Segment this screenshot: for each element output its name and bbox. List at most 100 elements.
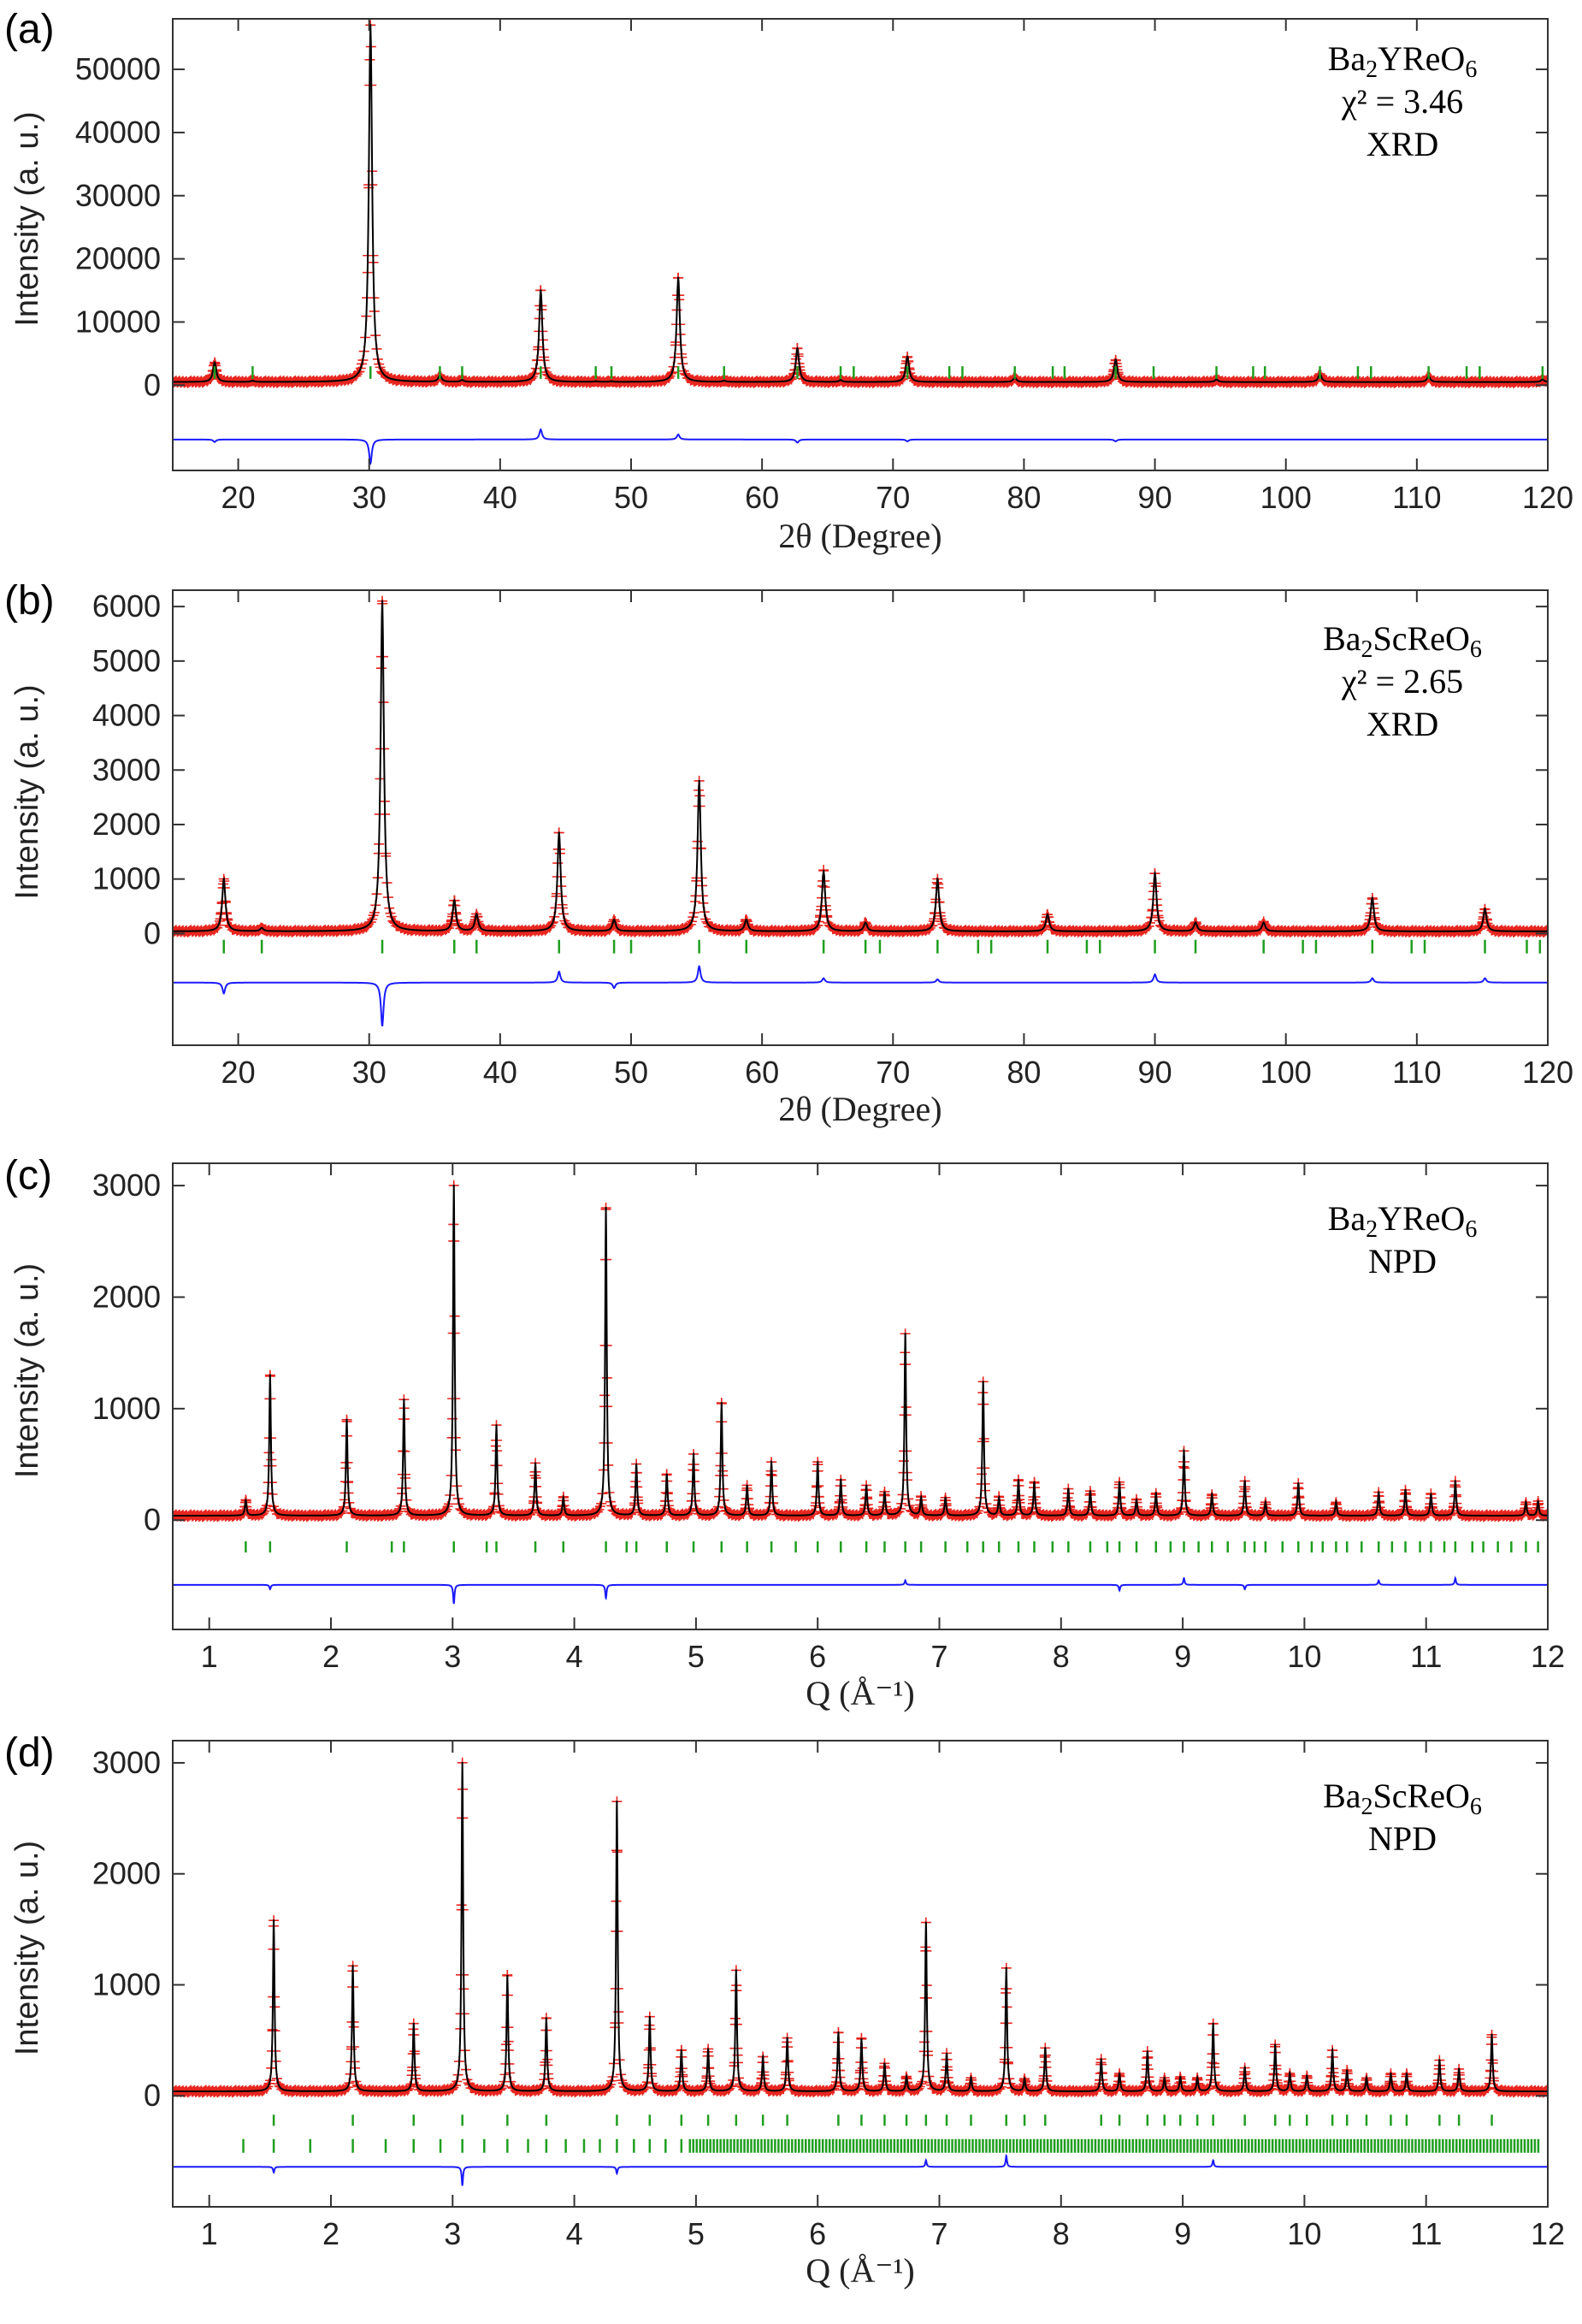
- calculated-series: [173, 25, 1548, 383]
- peak-point: [495, 1424, 498, 1427]
- x-tick-label: 90: [1138, 480, 1172, 515]
- x-axis-title: 2θ (Degree): [778, 1090, 942, 1128]
- peak-point: [540, 289, 542, 292]
- x-tick-label: 80: [1006, 480, 1041, 515]
- x-tick-label: 8: [1053, 1639, 1070, 1674]
- x-tick-label: 20: [221, 480, 256, 515]
- peak-point: [883, 2062, 886, 2065]
- x-tick-label: 80: [1006, 1055, 1041, 1090]
- peak-point: [1135, 1499, 1138, 1501]
- peak-point: [635, 1463, 638, 1466]
- peak-point: [698, 779, 700, 783]
- peak-point: [723, 379, 725, 382]
- x-axis-title: Q (Å⁻¹): [806, 1674, 915, 1712]
- plot-area: [173, 1180, 1548, 1605]
- peak-point: [860, 2037, 863, 2041]
- peak-point: [837, 2031, 840, 2034]
- x-axis-title: Q (Å⁻¹): [806, 2251, 915, 2290]
- peak-point: [1215, 378, 1218, 381]
- peak-point: [924, 1921, 928, 1925]
- y-tick-label: 3000: [92, 1745, 161, 1780]
- peak-point: [904, 1333, 906, 1335]
- peak-point: [1537, 1499, 1539, 1503]
- peak-point: [883, 1491, 886, 1493]
- peak-point: [945, 2052, 948, 2055]
- y-tick-label: 1000: [92, 861, 161, 896]
- peak-point: [1046, 913, 1049, 916]
- panel-label: (c): [4, 1153, 52, 1198]
- x-tick-label: 4: [566, 1639, 583, 1674]
- plot-area: [173, 595, 1548, 1027]
- peak-point: [534, 1462, 537, 1464]
- peak-point: [1044, 2047, 1047, 2049]
- x-tick-label: 12: [1531, 2216, 1565, 2251]
- axes-frame: [172, 1740, 1549, 2208]
- peak-point: [412, 2022, 415, 2025]
- calculated-series: [173, 600, 1548, 932]
- x-tick-label: 90: [1138, 1055, 1172, 1090]
- x-tick-label: 40: [483, 1055, 517, 1090]
- x-tick-label: 50: [614, 1055, 648, 1090]
- x-tick-label: 9: [1174, 1639, 1191, 1674]
- y-tick-label: 0: [144, 367, 161, 402]
- y-tick-label: 30000: [75, 178, 161, 213]
- peak-point: [919, 1496, 923, 1499]
- formula-subscript: 2: [1361, 636, 1373, 663]
- peak-point: [786, 2037, 788, 2039]
- x-tick-label: 110: [1392, 1055, 1441, 1090]
- peak-point: [796, 347, 799, 350]
- y-axis-title: Intensity (a. u.): [9, 684, 45, 899]
- peak-point: [612, 919, 616, 921]
- formula-part: Ba: [1323, 1777, 1361, 1815]
- formula-part: ScReO: [1373, 619, 1470, 658]
- x-tick-label: 10: [1287, 1639, 1321, 1674]
- formula-subscript: 6: [1470, 636, 1482, 663]
- y-axis-title: Intensity (a. u.): [9, 1841, 45, 2055]
- peak-point: [260, 926, 263, 930]
- peak-point: [1017, 1479, 1020, 1481]
- y-tick-label: 0: [144, 915, 161, 950]
- y-tick-label: 3000: [92, 752, 161, 787]
- peak-point: [1212, 2022, 1214, 2025]
- peak-point: [982, 1381, 984, 1383]
- x-tick-label: 60: [745, 1055, 779, 1090]
- peak-point: [1289, 2073, 1291, 2075]
- y-tick-label: 5000: [92, 643, 161, 678]
- peak-point: [761, 2055, 764, 2059]
- peak-point: [1195, 2077, 1199, 2079]
- x-tick-label: 2: [322, 1639, 339, 1674]
- peak-point: [1089, 1490, 1092, 1493]
- x-tick-label: 110: [1392, 480, 1441, 515]
- y-tick-label: 0: [144, 2078, 161, 2113]
- x-tick-label: 120: [1522, 1055, 1573, 1090]
- x-axis-title: 2θ (Degree): [778, 517, 942, 555]
- formula-part: Ba: [1328, 1199, 1367, 1238]
- y-tick-label: 50000: [75, 51, 161, 86]
- peak-point: [676, 276, 680, 279]
- x-tick-label: 7: [930, 1639, 947, 1674]
- peak-point: [1194, 921, 1197, 924]
- panel-label: (a): [4, 7, 55, 52]
- x-tick-label: 120: [1522, 480, 1573, 515]
- panel-label: (d): [4, 1730, 55, 1776]
- peak-point: [461, 379, 463, 381]
- peak-point: [906, 355, 909, 358]
- formula-part: YReO: [1378, 39, 1465, 78]
- peak-point: [345, 1418, 348, 1422]
- peak-point: [1114, 358, 1117, 361]
- formula-part: YReO: [1378, 1199, 1465, 1238]
- compound-formula: Ba2ScReO6: [1323, 1777, 1482, 1820]
- peak-point: [562, 1496, 564, 1499]
- peak-point: [251, 379, 254, 382]
- peak-point: [1067, 1487, 1070, 1490]
- chart-panel-1: 20 30 40 50 60 70 80 90 100 110 120 0 10000 20000 3000…: [4, 7, 1573, 555]
- difference-series: [173, 428, 1548, 465]
- peak-point: [745, 919, 747, 921]
- x-tick-label: 1: [201, 1639, 218, 1674]
- peak-point: [822, 869, 825, 872]
- peak-point: [1274, 2043, 1277, 2046]
- peak-point: [605, 1206, 607, 1209]
- peak-point: [1335, 1501, 1337, 1504]
- peak-point: [506, 1974, 509, 1978]
- formula-subscript: 6: [1470, 1794, 1482, 1820]
